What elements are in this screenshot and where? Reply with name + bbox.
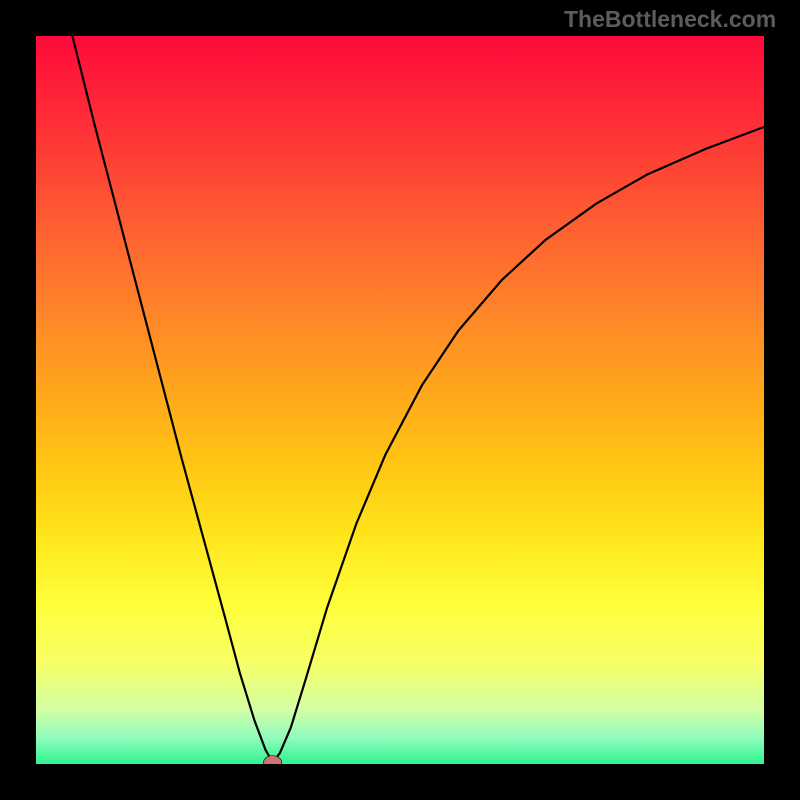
watermark-text: TheBottleneck.com — [564, 6, 776, 33]
gradient-background — [36, 36, 764, 764]
chart-plot-area — [36, 36, 764, 764]
bottleneck-curve — [36, 36, 764, 764]
